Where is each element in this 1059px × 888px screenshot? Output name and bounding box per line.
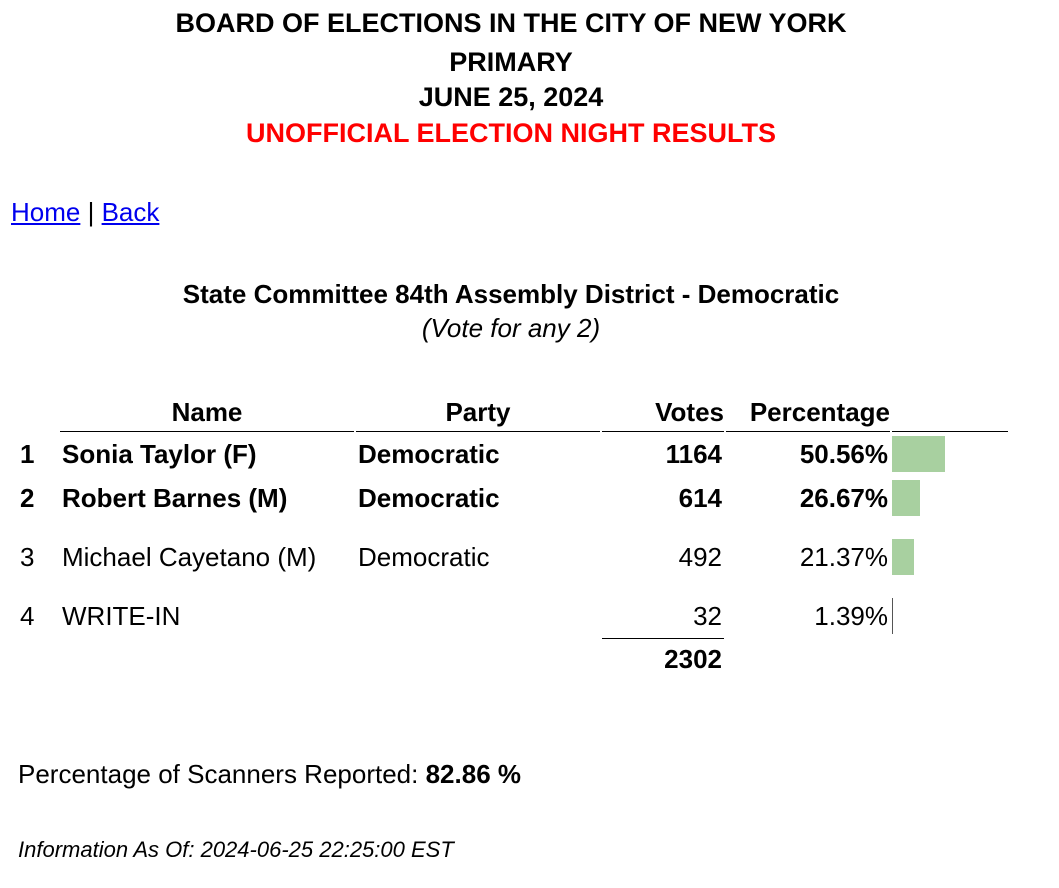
result-row: 2 Robert Barnes (M) Democratic 614 26.67% — [18, 476, 1008, 520]
header-cell: Party — [356, 393, 600, 432]
header-line: BOARD OF ELECTIONS IN THE CITY OF NEW YO… — [175, 8, 847, 38]
contest-note: (Vote for any 2) — [421, 313, 601, 343]
votes: 614 — [678, 483, 722, 513]
info: Information As Of: 2024-06-25 22:25:00 E… — [18, 837, 454, 862]
rank: 1 — [20, 439, 35, 469]
candidate-name: WRITE-IN — [62, 601, 181, 631]
votes: 1164 — [665, 439, 722, 469]
party — [356, 594, 600, 638]
contest-title: State Committee 84th Assembly District -… — [182, 279, 840, 309]
nav: Home | Back — [11, 197, 159, 228]
blank-cell — [18, 638, 58, 679]
blank-cell — [726, 638, 890, 679]
table-body: 1 Sonia Taylor (F) Democratic 1164 50.56% 2 Ro… — [18, 432, 1008, 679]
votes: 492 — [678, 542, 722, 572]
bar-cell — [892, 594, 1008, 638]
rank: 3 — [20, 542, 35, 572]
total-votes: 2302 — [602, 638, 724, 679]
blank-cell — [356, 638, 600, 679]
percentage: 26.67% — [799, 483, 888, 513]
candidate-name: Sonia Taylor (F) — [62, 439, 257, 469]
rank: 4 — [20, 601, 35, 631]
blank-cell — [892, 638, 1008, 679]
candidate-name: Robert Barnes (M) — [62, 483, 288, 513]
votes: 32 — [693, 601, 722, 631]
home-link[interactable]: Home — [11, 197, 81, 227]
header-cell: Votes — [602, 393, 724, 432]
header-warning: UNOFFICIAL ELECTION NIGHT RESULTS — [246, 118, 776, 148]
header-line: PRIMARY — [449, 47, 573, 77]
bar-cell — [892, 520, 1008, 594]
header-line: JUNE 25, 2024 — [418, 82, 604, 112]
bar-cell — [892, 476, 1008, 520]
percentage-bar — [892, 598, 894, 634]
percentage-bar — [892, 480, 920, 516]
scanners-value: 82.86 % — [425, 759, 521, 789]
party: Democratic — [358, 542, 490, 572]
percentage: 21.37% — [799, 542, 888, 572]
candidate-name: Michael Cayetano (M) — [62, 542, 317, 572]
header-cell: Percentage — [726, 393, 890, 432]
results-table: Name Party Votes Percentage 1 Sonia Taylo… — [16, 393, 1010, 679]
percentage-bar — [892, 436, 946, 472]
separator: | — [87, 197, 95, 227]
blank-cell — [60, 638, 354, 679]
bar-cell — [892, 432, 1008, 476]
result-row: 1 Sonia Taylor (F) Democratic 1164 50.56% — [18, 432, 1008, 476]
result-row: 4 WRITE-IN 32 1.39% — [18, 594, 1008, 638]
percentage: 1.39% — [814, 601, 888, 631]
party: Democratic — [358, 483, 500, 513]
header-cell — [18, 393, 58, 432]
party: Democratic — [358, 439, 500, 469]
result-row: 3 Michael Cayetano (M) Democratic 492 21.37% — [18, 520, 1008, 594]
scanners-label: Percentage of Scanners Reported: — [18, 759, 419, 789]
header-cell: Name — [60, 393, 354, 432]
scanners: Percentage of Scanners Reported: 82.86 % — [18, 759, 521, 790]
percentage: 50.56% — [799, 439, 888, 469]
percentage-bar — [892, 539, 915, 575]
header-cell — [892, 393, 1008, 432]
rank: 2 — [20, 483, 35, 513]
total-row: 2302 — [18, 638, 1008, 679]
back-link[interactable]: Back — [101, 197, 160, 227]
